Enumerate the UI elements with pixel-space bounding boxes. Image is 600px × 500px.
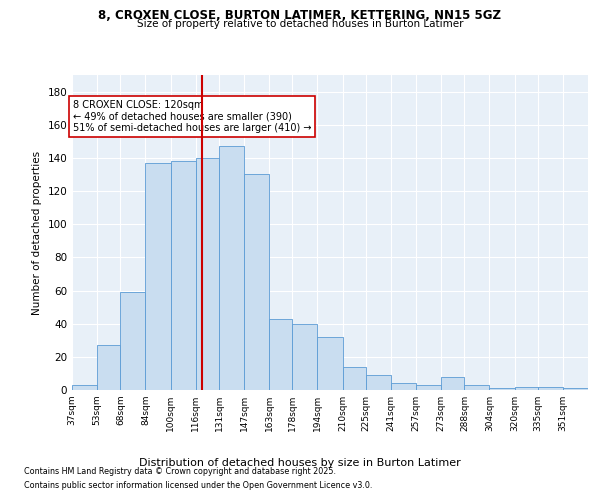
- Bar: [490, 388, 515, 390]
- Bar: [196, 158, 219, 390]
- Y-axis label: Number of detached properties: Number of detached properties: [32, 150, 42, 314]
- Text: 8, CROXEN CLOSE, BURTON LATIMER, KETTERING, NN15 5GZ: 8, CROXEN CLOSE, BURTON LATIMER, KETTERI…: [98, 9, 502, 22]
- Text: Contains HM Land Registry data © Crown copyright and database right 2025.: Contains HM Land Registry data © Crown c…: [24, 467, 336, 476]
- Text: Contains public sector information licensed under the Open Government Licence v3: Contains public sector information licen…: [24, 481, 373, 490]
- Bar: [391, 384, 416, 390]
- Bar: [269, 318, 292, 390]
- Bar: [145, 163, 170, 390]
- Bar: [515, 386, 538, 390]
- Bar: [563, 388, 588, 390]
- Bar: [97, 345, 121, 390]
- Bar: [121, 292, 145, 390]
- Bar: [343, 367, 366, 390]
- Text: Distribution of detached houses by size in Burton Latimer: Distribution of detached houses by size …: [139, 458, 461, 468]
- Text: Size of property relative to detached houses in Burton Latimer: Size of property relative to detached ho…: [137, 19, 463, 29]
- Bar: [538, 386, 563, 390]
- Bar: [317, 337, 343, 390]
- Bar: [72, 385, 97, 390]
- Bar: [366, 375, 391, 390]
- Bar: [441, 376, 464, 390]
- Bar: [170, 161, 196, 390]
- Bar: [416, 385, 441, 390]
- Bar: [244, 174, 269, 390]
- Bar: [292, 324, 317, 390]
- Bar: [464, 385, 490, 390]
- Bar: [219, 146, 244, 390]
- Text: 8 CROXEN CLOSE: 120sqm
← 49% of detached houses are smaller (390)
51% of semi-de: 8 CROXEN CLOSE: 120sqm ← 49% of detached…: [73, 100, 311, 133]
